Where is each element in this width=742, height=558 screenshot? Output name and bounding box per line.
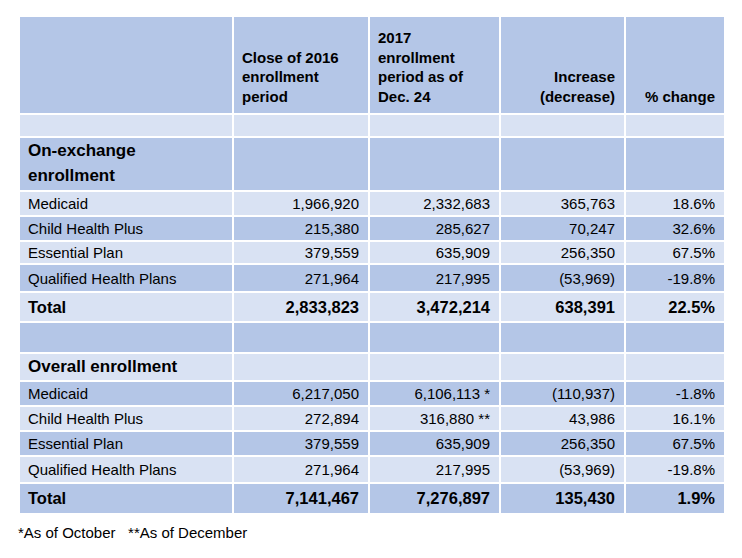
cell-value	[233, 322, 369, 353]
cell-value: 18.6%	[625, 191, 725, 216]
cell-value: 6,217,050	[233, 381, 369, 406]
row-label: Child Health Plus	[19, 216, 233, 241]
cell-value: 215,380	[233, 216, 369, 241]
cell-value: -19.8%	[625, 264, 725, 292]
cell-value	[625, 137, 725, 191]
column-header-pct-change: % change	[625, 16, 725, 114]
data-row: Qualified Health Plans271,964217,995(53,…	[19, 264, 725, 292]
cell-value: 6,106,113 *	[369, 381, 500, 406]
row-label: Overall enrollment	[19, 353, 233, 381]
data-row: Child Health Plus215,380285,62770,24732.…	[19, 216, 725, 241]
cell-value	[233, 353, 369, 381]
row-label: Essential Plan	[19, 241, 233, 264]
cell-value: 635,909	[369, 431, 500, 456]
data-row: Essential Plan379,559635,909256,35067.5%	[19, 241, 725, 264]
enrollment-table: Close of 2016 enrollment period 2017 enr…	[18, 15, 726, 515]
header-row: Close of 2016 enrollment period 2017 enr…	[19, 16, 725, 114]
cell-value: 7,276,897	[369, 483, 500, 514]
cell-value: -1.8%	[625, 381, 725, 406]
cell-value	[233, 114, 369, 137]
spacer-row	[19, 322, 725, 353]
cell-value: 135,430	[500, 483, 625, 514]
column-header-increase-decrease: Increase (decrease)	[500, 16, 625, 114]
cell-value: (53,969)	[500, 456, 625, 483]
column-header-close-2016: Close of 2016 enrollment period	[233, 16, 369, 114]
cell-value	[369, 114, 500, 137]
cell-value: 2,833,823	[233, 292, 369, 322]
row-label: Qualified Health Plans	[19, 456, 233, 483]
column-header-blank	[19, 16, 233, 114]
cell-value	[500, 114, 625, 137]
page: Close of 2016 enrollment period 2017 enr…	[0, 0, 742, 558]
cell-value: 43,986	[500, 406, 625, 431]
total-row: Total2,833,8233,472,214638,39122.5%	[19, 292, 725, 322]
row-label	[19, 114, 233, 137]
cell-value: 67.5%	[625, 431, 725, 456]
data-row: Child Health Plus272,894316,880 **43,986…	[19, 406, 725, 431]
cell-value: 272,894	[233, 406, 369, 431]
cell-value: 285,627	[369, 216, 500, 241]
cell-value: 67.5%	[625, 241, 725, 264]
data-row: Qualified Health Plans271,964217,995(53,…	[19, 456, 725, 483]
row-label	[19, 322, 233, 353]
cell-value: 2,332,683	[369, 191, 500, 216]
cell-value: (110,937)	[500, 381, 625, 406]
cell-value: 7,141,467	[233, 483, 369, 514]
spacer-row	[19, 114, 725, 137]
cell-value: 217,995	[369, 456, 500, 483]
cell-value: 1,966,920	[233, 191, 369, 216]
column-header-2017-period: 2017 enrollment period as of Dec. 24	[369, 16, 500, 114]
row-label: Essential Plan	[19, 431, 233, 456]
table-body: On-exchange enrollmentMedicaid1,966,9202…	[19, 114, 725, 514]
data-row: Medicaid1,966,9202,332,683365,76318.6%	[19, 191, 725, 216]
row-label: Child Health Plus	[19, 406, 233, 431]
cell-value: 1.9%	[625, 483, 725, 514]
cell-value: 3,472,214	[369, 292, 500, 322]
cell-value	[625, 353, 725, 381]
cell-value: 638,391	[500, 292, 625, 322]
cell-value: 256,350	[500, 241, 625, 264]
data-row: Medicaid6,217,0506,106,113 *(110,937)-1.…	[19, 381, 725, 406]
cell-value	[500, 322, 625, 353]
row-label: Total	[19, 483, 233, 514]
cell-value	[500, 137, 625, 191]
cell-value	[500, 353, 625, 381]
total-row: Total7,141,4677,276,897135,4301.9%	[19, 483, 725, 514]
section-header-row: On-exchange enrollment	[19, 137, 725, 191]
cell-value	[625, 114, 725, 137]
cell-value	[369, 322, 500, 353]
row-label: Medicaid	[19, 191, 233, 216]
cell-value: 70,247	[500, 216, 625, 241]
row-label: Medicaid	[19, 381, 233, 406]
cell-value	[369, 137, 500, 191]
cell-value: 635,909	[369, 241, 500, 264]
cell-value: 32.6%	[625, 216, 725, 241]
footnote: *As of October **As of December	[18, 524, 247, 541]
cell-value: 16.1%	[625, 406, 725, 431]
cell-value	[625, 322, 725, 353]
data-row: Essential Plan379,559635,909256,35067.5%	[19, 431, 725, 456]
cell-value: (53,969)	[500, 264, 625, 292]
cell-value: 271,964	[233, 264, 369, 292]
cell-value: 22.5%	[625, 292, 725, 322]
cell-value: -19.8%	[625, 456, 725, 483]
cell-value	[369, 353, 500, 381]
cell-value: 379,559	[233, 241, 369, 264]
row-label: Total	[19, 292, 233, 322]
row-label: Qualified Health Plans	[19, 264, 233, 292]
cell-value: 217,995	[369, 264, 500, 292]
cell-value: 316,880 **	[369, 406, 500, 431]
row-label: On-exchange enrollment	[19, 137, 233, 191]
cell-value: 379,559	[233, 431, 369, 456]
section-header-row: Overall enrollment	[19, 353, 725, 381]
cell-value: 256,350	[500, 431, 625, 456]
cell-value: 271,964	[233, 456, 369, 483]
cell-value: 365,763	[500, 191, 625, 216]
cell-value	[233, 137, 369, 191]
